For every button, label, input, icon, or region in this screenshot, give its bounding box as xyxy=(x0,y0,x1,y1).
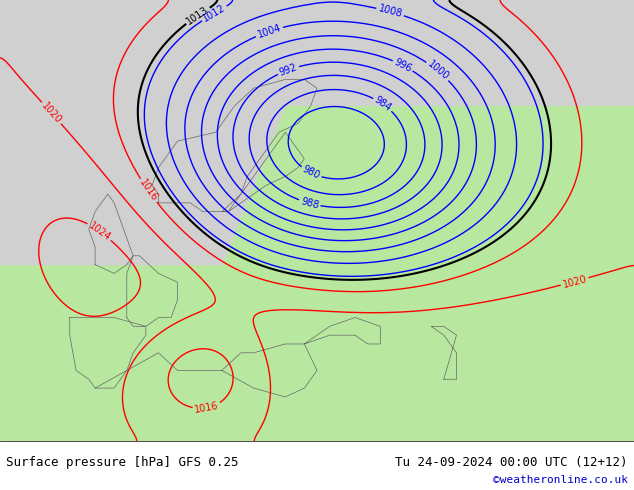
Text: 1016: 1016 xyxy=(138,178,160,203)
Text: ©weatheronline.co.uk: ©weatheronline.co.uk xyxy=(493,475,628,485)
FancyBboxPatch shape xyxy=(0,0,634,441)
Text: 1024: 1024 xyxy=(87,220,113,243)
Text: 1008: 1008 xyxy=(377,4,403,20)
Text: 1004: 1004 xyxy=(256,23,283,40)
Text: 980: 980 xyxy=(301,164,321,181)
Text: 1013: 1013 xyxy=(185,4,210,26)
Text: 1012: 1012 xyxy=(201,3,228,24)
Text: 984: 984 xyxy=(372,95,393,114)
Text: 1020: 1020 xyxy=(39,100,63,125)
FancyBboxPatch shape xyxy=(0,0,95,265)
Text: Surface pressure [hPa] GFS 0.25: Surface pressure [hPa] GFS 0.25 xyxy=(6,456,239,469)
Polygon shape xyxy=(0,0,285,265)
Text: Tu 24-09-2024 00:00 UTC (12+12): Tu 24-09-2024 00:00 UTC (12+12) xyxy=(395,456,628,469)
Text: 1016: 1016 xyxy=(194,401,220,415)
Text: 996: 996 xyxy=(392,57,413,74)
Text: 1000: 1000 xyxy=(425,59,451,82)
FancyBboxPatch shape xyxy=(0,0,634,106)
Text: 988: 988 xyxy=(299,196,320,211)
Text: 992: 992 xyxy=(278,62,299,78)
Text: 1020: 1020 xyxy=(562,273,588,290)
